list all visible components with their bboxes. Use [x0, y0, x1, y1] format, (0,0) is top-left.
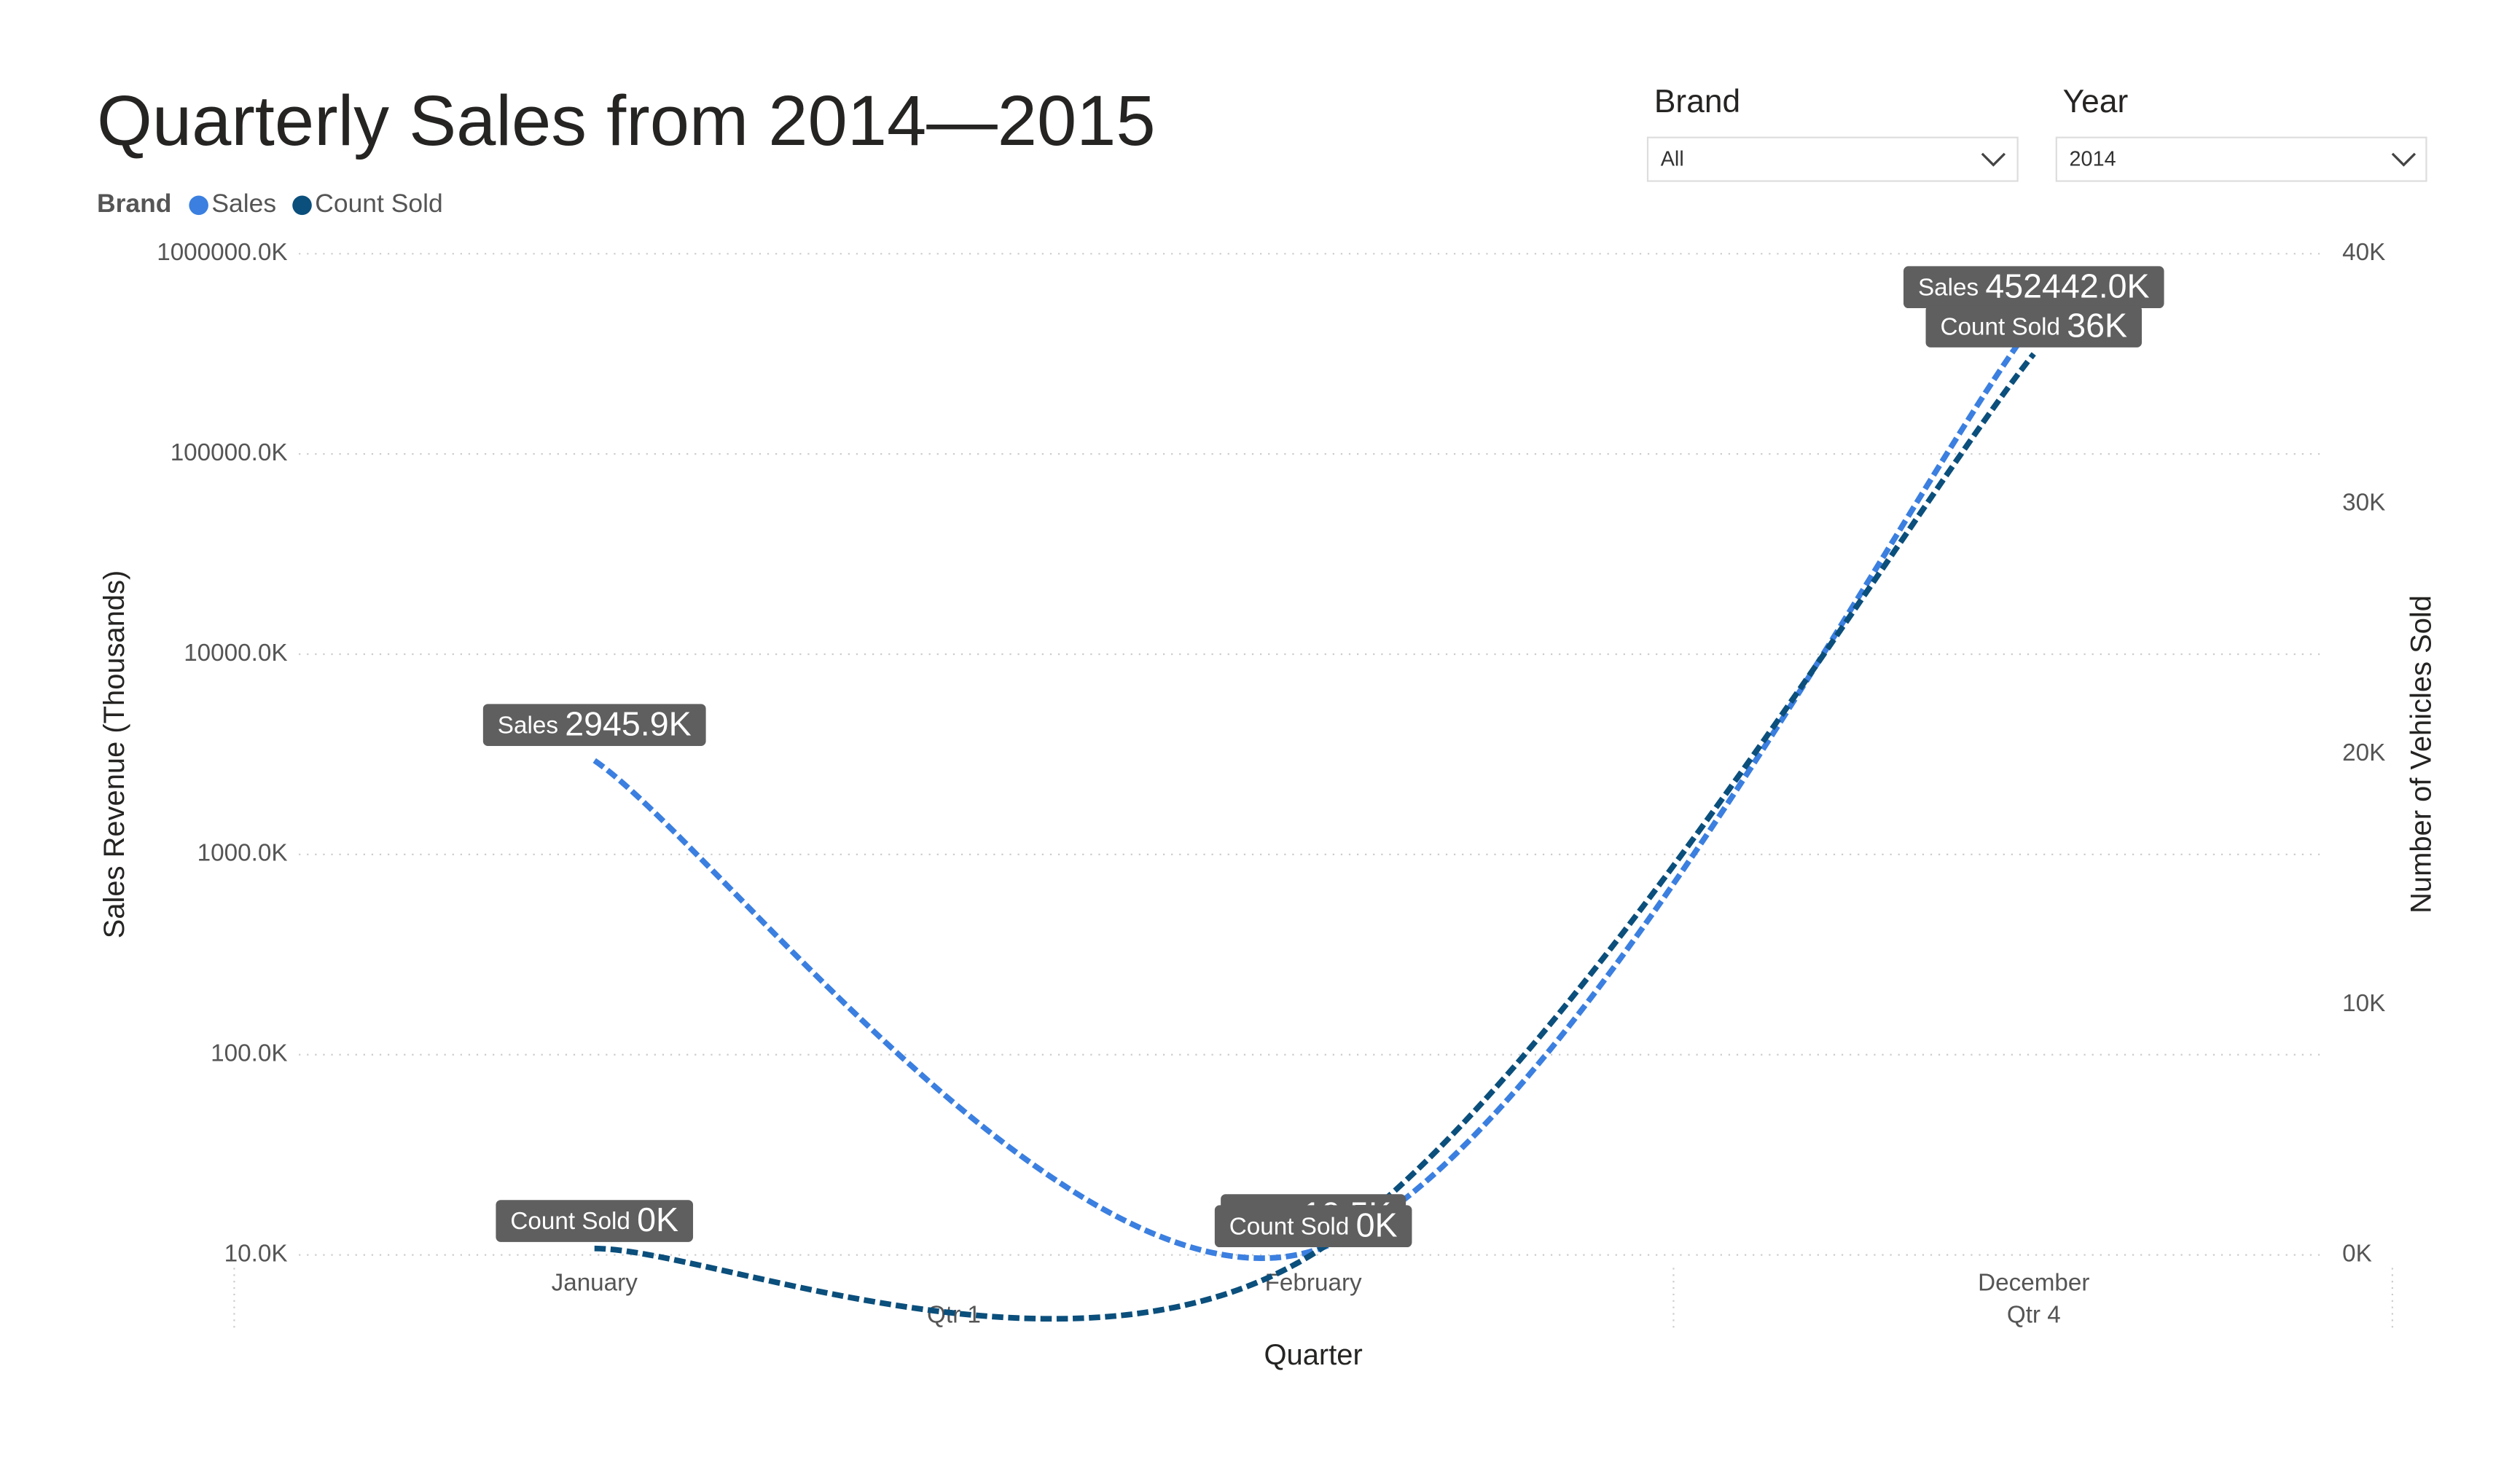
y-axis-title: Sales Revenue (Thousands) [98, 570, 130, 939]
legend-title: Brand [97, 189, 171, 218]
data-label-series: Count Sold [510, 1208, 630, 1235]
x-axis-title: Quarter [1264, 1339, 1363, 1371]
legend-marker [189, 195, 208, 216]
data-label-box [482, 704, 706, 746]
y2-tick-label: 0K [2342, 1240, 2372, 1267]
data-label-box [496, 1200, 694, 1242]
report-title: Quarterly Sales from 2014—2015 [97, 81, 1156, 160]
y2-tick-label: 20K [2342, 739, 2385, 766]
data-label-box [1903, 266, 2164, 309]
data-label-text: Sales 452442.0K [1918, 267, 2150, 305]
chevron [2391, 152, 2417, 167]
slicer-label: Year [2063, 84, 2129, 119]
data-label-text: Count Sold 0K [1229, 1206, 1398, 1244]
data-label: Count Sold 0K [1214, 1205, 1412, 1248]
data-label-series: Count Sold [1229, 1213, 1350, 1240]
chevron [1981, 152, 2006, 167]
legend-label: Count Sold [315, 189, 442, 218]
data-label-box [1925, 305, 2143, 347]
legend-label: Sales [211, 189, 276, 218]
data-label-text: Count Sold 0K [510, 1201, 678, 1239]
data-label-series: Count Sold [1940, 313, 2060, 340]
data-label-space [558, 712, 565, 739]
slicer-dropdown[interactable] [2055, 136, 2427, 182]
slicer-label: Brand [1654, 84, 1740, 119]
data-label-value: 452442.0K [1985, 267, 2149, 305]
data-label: Count Sold 0K [496, 1200, 694, 1242]
data-label-text: Sales 2945.9K [498, 705, 692, 743]
data-label-space [2060, 313, 2067, 340]
data-label-text: Count Sold 36K [1940, 307, 2127, 345]
year-slicer[interactable]: Year 2014 [2055, 84, 2427, 182]
y2-axis-title: Number of Vehicles Sold [2406, 595, 2438, 914]
y2-tick-label: 10K [2342, 990, 2385, 1017]
y-tick-label: 10.0K [224, 1240, 288, 1267]
x-tick-label: January [552, 1269, 638, 1296]
data-label-space [1349, 1213, 1355, 1240]
data-label: Sales 2945.9K [482, 704, 706, 746]
data-label-value: 0K [637, 1201, 678, 1239]
x-tick-label: December [1978, 1269, 2089, 1296]
series-line [592, 321, 2036, 1261]
brand-slicer[interactable]: Brand All [1646, 84, 2019, 182]
y2-tick-label: 40K [2342, 239, 2385, 266]
x-group-label: Qtr 4 [2007, 1302, 2061, 1329]
y-tick-label: 1000000.0K [157, 239, 287, 266]
series-line [594, 352, 2036, 1322]
data-label-box [1214, 1205, 1412, 1248]
y-tick-label: 100.0K [211, 1040, 287, 1067]
slicer-value: All [1661, 147, 1684, 170]
y-tick-label: 10000.0K [184, 640, 287, 667]
data-label-value: 2945.9K [565, 705, 691, 743]
data-label-value: 0K [1356, 1206, 1398, 1244]
data-label-space [1979, 274, 1985, 301]
y-tick-label: 100000.0K [171, 439, 288, 466]
data-label: Sales 452442.0K [1903, 266, 2164, 309]
data-label: Count Sold 36K [1925, 305, 2143, 347]
legend-marker [292, 195, 312, 216]
data-label-space [630, 1208, 637, 1235]
y-tick-label: 1000.0K [197, 840, 288, 867]
data-label-series: Sales [498, 712, 558, 739]
slicer-value: 2014 [2070, 147, 2116, 170]
y2-tick-label: 30K [2342, 490, 2385, 517]
slicer-dropdown[interactable] [1646, 136, 2019, 182]
data-label-value: 36K [2067, 307, 2127, 345]
data-label-series: Sales [1918, 274, 1979, 301]
